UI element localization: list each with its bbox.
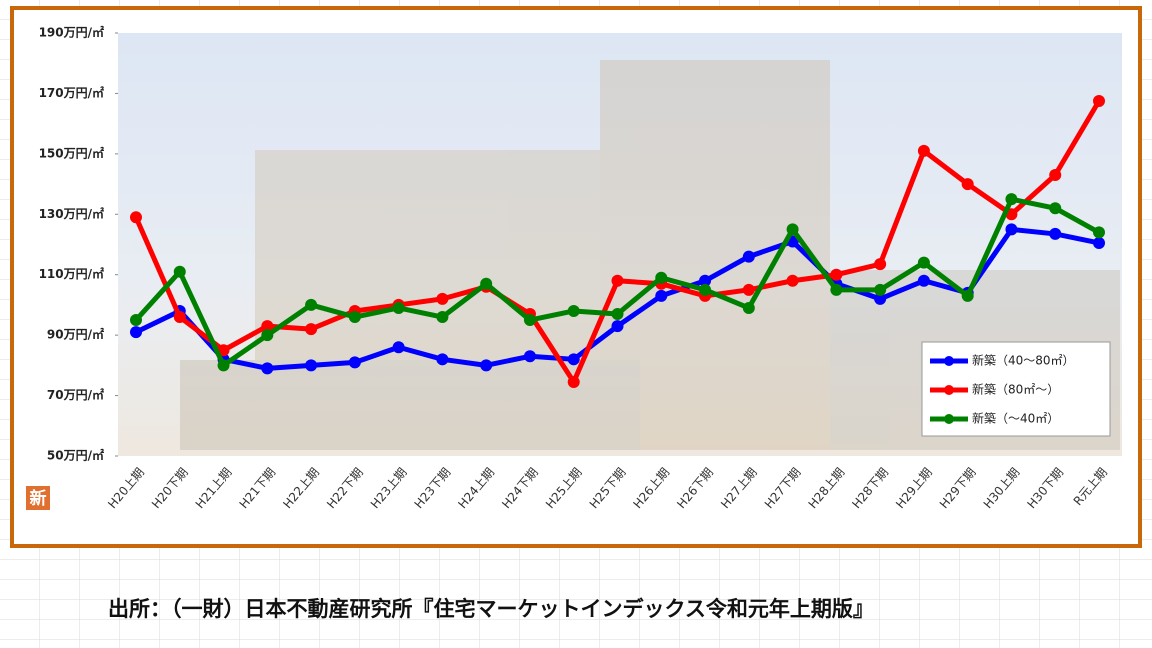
point [173,311,186,324]
point [1093,236,1105,249]
y-tick-label: 170万円/㎡ [39,85,104,100]
y-tick-label: 70万円/㎡ [47,387,104,402]
point [523,350,536,363]
point [611,320,624,333]
point [436,311,449,324]
icon-box [26,486,50,510]
point [392,301,405,314]
point [742,250,755,263]
point [699,274,712,287]
point [611,307,624,320]
point [567,353,580,366]
legend-label: 新築（80㎡～） [972,382,1059,397]
y-tick-label: 50万円/㎡ [47,448,104,463]
point [261,362,274,375]
y-tick-label: 150万円/㎡ [39,145,104,160]
point [1093,94,1105,107]
point [130,314,142,327]
point [874,292,887,305]
point [874,283,887,296]
point [1049,227,1062,240]
point [742,301,755,314]
point [830,283,843,296]
point [786,274,799,287]
point [874,258,887,271]
point [392,341,405,354]
point [130,326,142,339]
y-tick-label: 190万円/㎡ [39,25,104,40]
legend-marker [944,414,954,424]
point [961,289,974,302]
point [1049,202,1062,215]
source-note: 出所：（一財）日本不動産研究所『住宅マーケットインデックス令和元年上期版』 [108,597,874,621]
point [917,274,930,287]
legend-marker [944,356,954,366]
point [523,314,536,327]
point [1005,223,1018,236]
point [261,320,274,333]
point [1049,169,1062,182]
point [305,323,318,336]
legend-label: 新築（40～80㎡） [972,353,1075,368]
point [305,298,318,311]
point [611,274,624,287]
y-tick-label: 130万円/㎡ [39,206,104,221]
point [480,277,493,290]
point [655,289,668,302]
point [830,268,843,281]
point [261,329,274,342]
point [436,292,449,305]
legend-label: 新築（～40㎡） [972,411,1059,426]
point [917,256,930,269]
legend: 新築（40～80㎡） 新築（80㎡～） 新築（～40㎡） [921,341,1111,437]
legend-marker [944,385,954,395]
point [348,311,361,324]
point [480,359,493,372]
point [742,283,755,296]
point [699,283,712,296]
point [917,144,930,157]
point [786,223,799,236]
point [1005,193,1018,206]
icon-text: 新 [30,488,47,509]
point [567,375,580,388]
point [961,178,974,191]
point [1093,226,1105,239]
point [655,271,668,284]
point [130,211,142,224]
point [217,359,230,372]
point [348,356,361,369]
point [173,265,186,278]
y-tick-label: 90万円/㎡ [47,327,104,342]
point [436,353,449,366]
point [305,359,318,372]
point [567,304,580,317]
y-tick-label: 110万円/㎡ [39,266,104,281]
